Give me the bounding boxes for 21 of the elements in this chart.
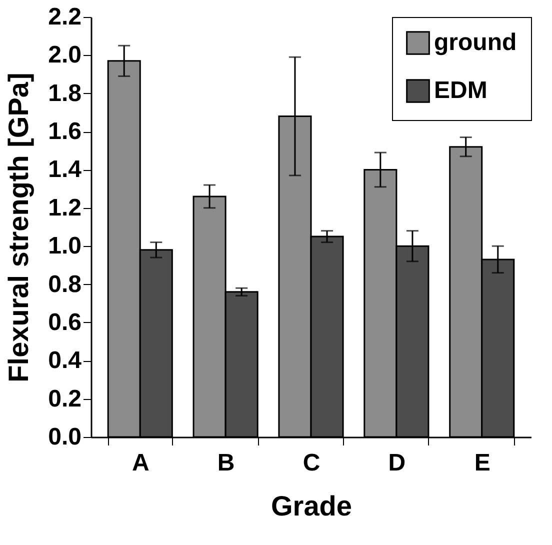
y-tick-label: 1.8 — [48, 80, 82, 107]
y-tick-label: 1.6 — [48, 118, 82, 146]
y-tick-label: 2.2 — [48, 4, 82, 30]
legend-label: EDM — [434, 77, 488, 104]
y-axis-title: Flexural strength [GPa] — [3, 72, 34, 382]
y-tick-label: 1.0 — [48, 232, 82, 260]
y-tick-label: 0.0 — [48, 424, 82, 450]
y-tick-label: 2.0 — [48, 42, 82, 69]
x-tick-label: C — [302, 450, 320, 476]
y-tick-label: 0.6 — [48, 308, 82, 336]
x-tick-label: D — [388, 450, 406, 476]
y-tick-label: 0.2 — [48, 385, 82, 412]
y-tick-label: 1.2 — [48, 194, 82, 222]
x-tick-label: E — [474, 450, 490, 476]
x-tick-label: B — [217, 450, 235, 476]
y-tick-label: 1.4 — [48, 156, 82, 184]
y-tick-label: 0.4 — [48, 347, 82, 374]
x-tick-label: A — [132, 450, 150, 476]
x-axis-title: Grade — [271, 490, 352, 522]
y-tick-label: 0.8 — [48, 270, 82, 298]
legend-label: ground — [434, 29, 517, 56]
